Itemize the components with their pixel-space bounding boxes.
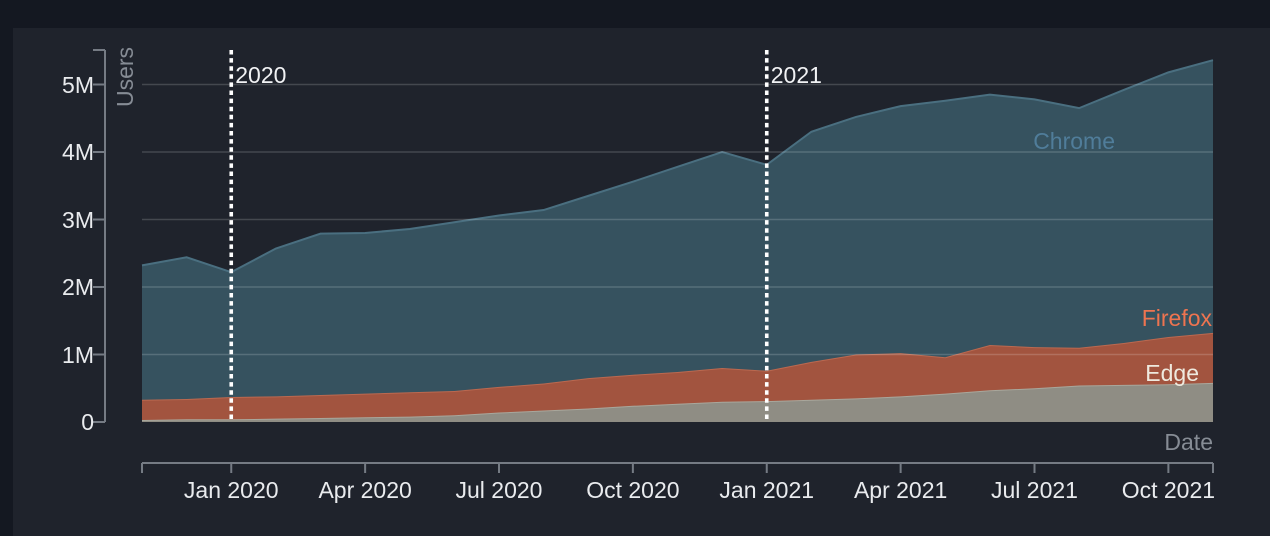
- x-tick-label: Oct 2021: [1121, 477, 1216, 503]
- y-tick-label: 3M: [62, 206, 94, 233]
- y-tick-label: 5M: [62, 71, 94, 98]
- area-edge: [142, 382, 1213, 422]
- year-label: 2020: [235, 62, 287, 88]
- x-tick-label: Apr 2021: [853, 477, 948, 503]
- series-label-firefox: Firefox: [1141, 305, 1212, 331]
- x-tick-label: Jan 2021: [719, 477, 815, 503]
- y-tick-label: 0: [81, 409, 94, 435]
- x-tick-label: Jul 2021: [991, 477, 1078, 503]
- x-tick-label: Jan 2020: [183, 477, 279, 503]
- x-tick-label: Oct 2020: [586, 477, 680, 503]
- series-label-chrome: Chrome: [1033, 128, 1115, 154]
- x-tick-label: Apr 2020: [318, 477, 412, 503]
- y-tick-label: 1M: [62, 341, 94, 368]
- x-tick-label: Jul 2020: [455, 477, 543, 503]
- area-chrome: [142, 60, 1213, 400]
- y-tick-label: 2M: [62, 274, 94, 300]
- area-firefox: [142, 332, 1213, 420]
- x-axis-title: Date: [1164, 429, 1213, 455]
- year-label: 2021: [770, 62, 822, 88]
- y-tick-label: 4M: [62, 139, 94, 165]
- area-topline-chrome: [141, 59, 1214, 274]
- series-label-edge: Edge: [1145, 360, 1199, 386]
- y-axis-title: Users: [112, 46, 138, 108]
